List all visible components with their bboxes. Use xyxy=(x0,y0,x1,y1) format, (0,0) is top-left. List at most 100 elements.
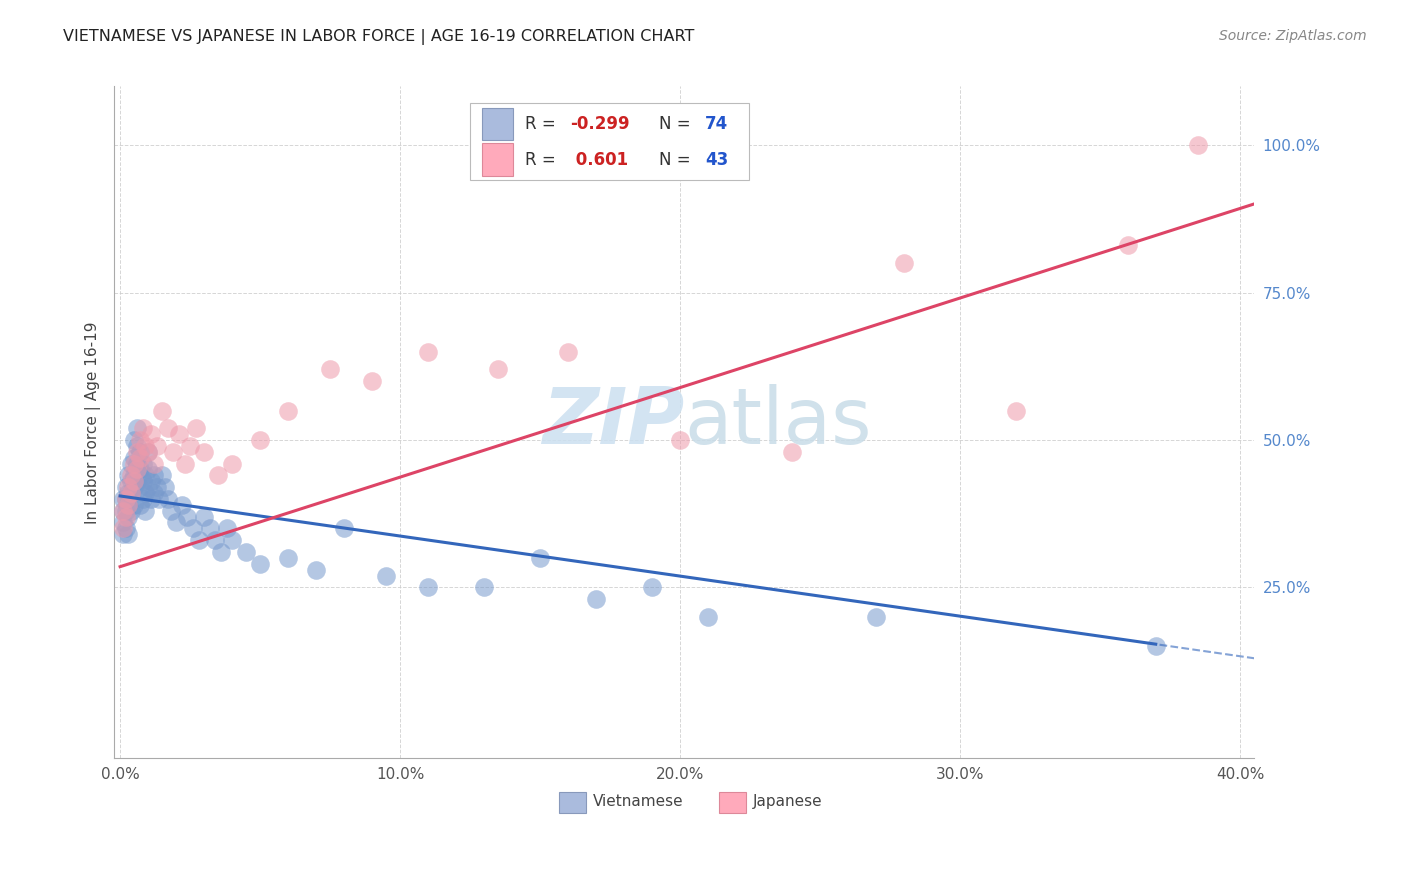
Point xyxy=(221,533,243,548)
Point xyxy=(305,563,328,577)
Point xyxy=(193,509,215,524)
Point xyxy=(486,362,509,376)
Point xyxy=(173,457,195,471)
Point xyxy=(134,504,156,518)
Point xyxy=(165,516,187,530)
Point xyxy=(361,374,384,388)
Point xyxy=(117,468,139,483)
Point xyxy=(122,498,145,512)
Point xyxy=(139,475,162,489)
Y-axis label: In Labor Force | Age 16-19: In Labor Force | Age 16-19 xyxy=(86,321,101,524)
Point xyxy=(142,486,165,500)
Point xyxy=(117,498,139,512)
Text: 43: 43 xyxy=(704,151,728,169)
Bar xyxy=(718,792,747,814)
Point xyxy=(136,444,159,458)
Point xyxy=(159,504,181,518)
Point xyxy=(114,504,136,518)
Point xyxy=(204,533,226,548)
Point xyxy=(1144,640,1167,654)
Point xyxy=(120,504,142,518)
Point xyxy=(375,568,398,582)
Point xyxy=(114,480,136,494)
Point xyxy=(145,480,167,494)
Point xyxy=(198,521,221,535)
Point xyxy=(111,527,134,541)
Point xyxy=(131,491,153,506)
Point xyxy=(117,486,139,500)
Point xyxy=(418,344,440,359)
Point xyxy=(136,462,159,476)
Point xyxy=(148,491,170,506)
Point xyxy=(125,444,148,458)
Point xyxy=(529,550,551,565)
Point xyxy=(117,498,139,512)
Text: 0.601: 0.601 xyxy=(571,151,628,169)
Point xyxy=(557,344,579,359)
Point xyxy=(1187,138,1209,153)
Text: VIETNAMESE VS JAPANESE IN LABOR FORCE | AGE 16-19 CORRELATION CHART: VIETNAMESE VS JAPANESE IN LABOR FORCE | … xyxy=(63,29,695,45)
Point xyxy=(156,491,179,506)
Point xyxy=(128,462,150,476)
Point xyxy=(418,580,440,594)
Point xyxy=(193,444,215,458)
Point xyxy=(187,533,209,548)
Point xyxy=(162,444,184,458)
Point xyxy=(641,580,664,594)
Point xyxy=(122,468,145,483)
Point xyxy=(170,498,193,512)
Point xyxy=(134,468,156,483)
Point xyxy=(131,421,153,435)
Point xyxy=(780,444,803,458)
Point xyxy=(128,498,150,512)
Text: -0.299: -0.299 xyxy=(571,115,630,133)
Point xyxy=(150,403,173,417)
Point xyxy=(128,433,150,447)
Point xyxy=(585,592,607,607)
Point xyxy=(114,521,136,535)
Bar xyxy=(481,108,513,140)
Point xyxy=(117,509,139,524)
Bar xyxy=(560,792,586,814)
Point xyxy=(128,450,150,465)
Point xyxy=(207,468,229,483)
Point xyxy=(142,457,165,471)
Point xyxy=(136,444,159,458)
Point xyxy=(120,486,142,500)
Text: ZIP: ZIP xyxy=(543,384,685,460)
Point xyxy=(125,475,148,489)
FancyBboxPatch shape xyxy=(470,103,749,180)
Point xyxy=(125,439,148,453)
Text: Vietnamese: Vietnamese xyxy=(593,795,683,809)
Point xyxy=(472,580,495,594)
Point xyxy=(128,444,150,458)
Point xyxy=(669,433,692,447)
Text: R =: R = xyxy=(524,151,561,169)
Point xyxy=(1118,238,1140,252)
Point xyxy=(122,433,145,447)
Point xyxy=(111,521,134,535)
Point xyxy=(114,509,136,524)
Point xyxy=(120,468,142,483)
Point xyxy=(215,521,238,535)
Point xyxy=(111,504,134,518)
Point xyxy=(111,504,134,518)
Point xyxy=(277,403,299,417)
Point xyxy=(117,480,139,494)
Point xyxy=(114,491,136,506)
Point xyxy=(209,545,232,559)
Bar xyxy=(481,144,513,176)
Point xyxy=(125,462,148,476)
Point xyxy=(333,521,356,535)
Point xyxy=(145,439,167,453)
Point xyxy=(134,439,156,453)
Point xyxy=(117,527,139,541)
Point xyxy=(249,433,271,447)
Point xyxy=(179,439,201,453)
Point xyxy=(122,475,145,489)
Point xyxy=(134,486,156,500)
Point xyxy=(865,609,887,624)
Point xyxy=(139,427,162,442)
Point xyxy=(181,521,204,535)
Point xyxy=(235,545,257,559)
